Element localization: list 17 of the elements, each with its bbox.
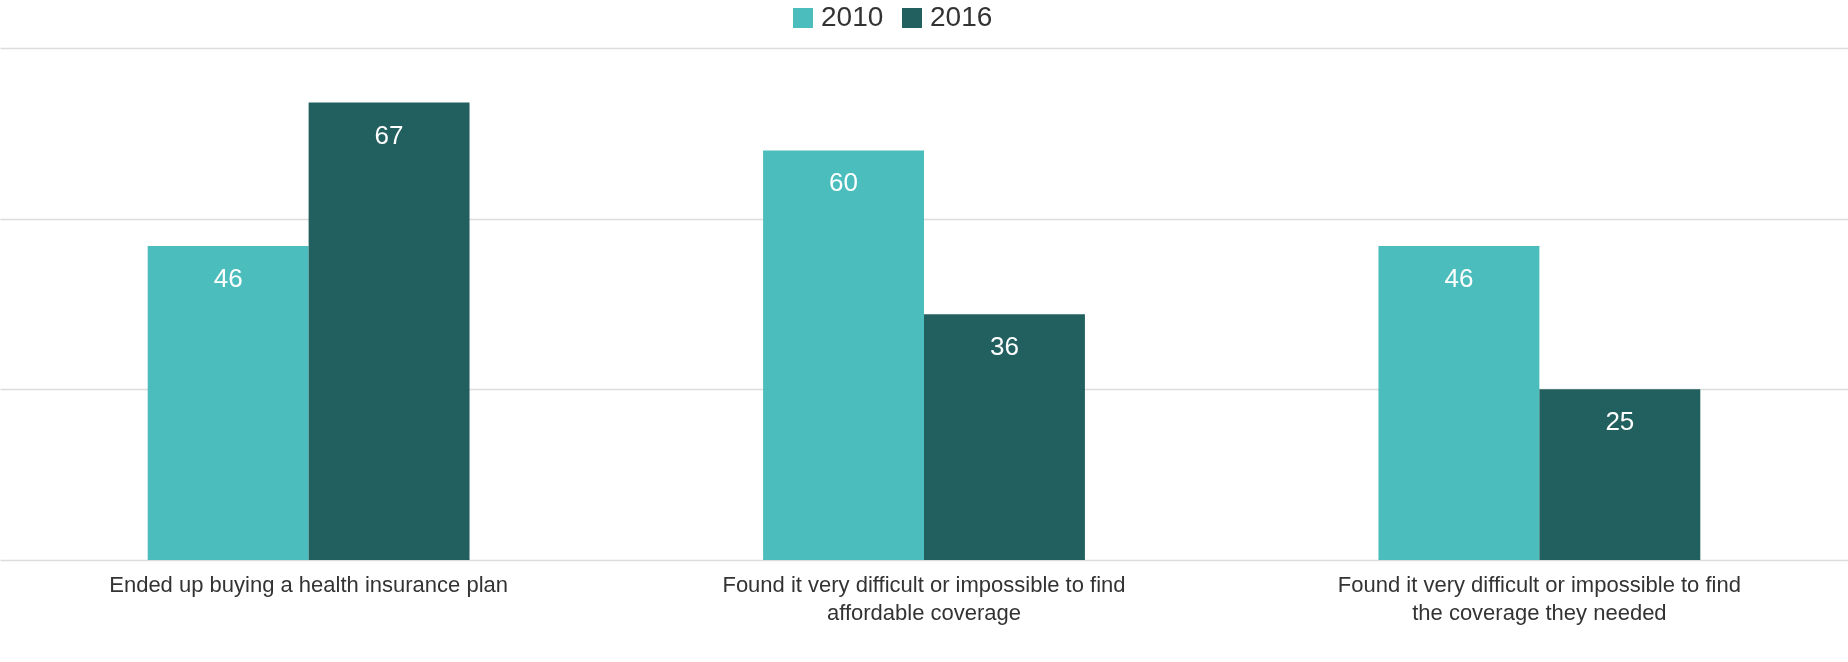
bar — [1378, 245, 1540, 560]
data-label: 46 — [213, 262, 243, 293]
legend-label: 2010 — [821, 1, 884, 32]
bar — [763, 150, 924, 560]
data-label: 46 — [1444, 262, 1474, 293]
data-label: 60 — [829, 167, 858, 198]
x-tick-label: Found it very difficult or impossible to find affordable coverage — [722, 571, 1126, 625]
data-label: 36 — [990, 331, 1019, 362]
bar — [1539, 389, 1701, 560]
bar — [924, 314, 1085, 560]
x-tick-label: Ended up buying a health insurance plan — [109, 571, 508, 597]
data-label: 67 — [374, 119, 404, 150]
data-label: 25 — [1605, 406, 1635, 437]
bar — [308, 102, 470, 560]
legend-label: 2016 — [930, 1, 993, 32]
x-tick-label: Found it very difficult or impossible to find the coverage they needed — [1337, 571, 1741, 625]
bar — [147, 245, 309, 560]
